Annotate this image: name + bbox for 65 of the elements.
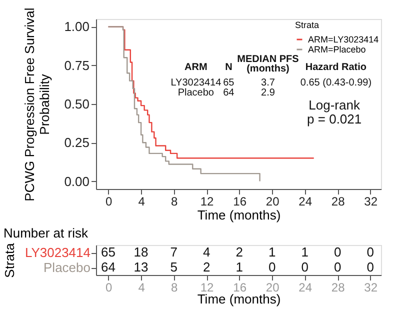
- annotation: (months): [246, 63, 290, 74]
- data-label: 2: [202, 260, 210, 274]
- annotation: 0.65 (0.43-0.99): [300, 77, 372, 88]
- data-label: 0: [268, 260, 276, 274]
- x-tick-label: 0: [105, 194, 112, 208]
- x-tick-label: 12: [200, 280, 214, 294]
- data-label: 0: [334, 260, 342, 274]
- annotation: 65: [223, 77, 235, 88]
- data-label: 0: [301, 260, 308, 274]
- data-label: 7: [170, 244, 178, 260]
- data-label: 64: [101, 260, 116, 274]
- x-tick-label: 28: [331, 280, 346, 294]
- data-label: 2: [236, 244, 243, 260]
- x-tick-label: 24: [298, 280, 312, 294]
- x-tick-label: 32: [364, 194, 378, 208]
- y-tick-label: LY3023414: [24, 245, 90, 260]
- data-label: 0: [334, 244, 342, 260]
- annotation: Placebo: [178, 87, 214, 98]
- y-tick-label: 0.50: [64, 96, 90, 112]
- x-axis-title: Time (months): [197, 208, 281, 222]
- annotation: 2.9: [261, 87, 276, 98]
- annotation: Log-rank: [308, 98, 360, 113]
- data-label: 5: [170, 260, 178, 274]
- x-tick-label: 16: [233, 280, 247, 294]
- data-label: 0: [366, 244, 374, 260]
- legend-label: ARM=Placebo: [308, 44, 366, 54]
- annotation: 3.7: [261, 77, 276, 88]
- x-tick-label: 4: [138, 194, 146, 208]
- annotation: LY3023414: [170, 77, 222, 88]
- x-tick-label: 12: [200, 194, 214, 208]
- x-tick-label: 0: [105, 280, 112, 294]
- data-label: 1: [301, 244, 308, 260]
- x-axis-title: Time (months): [197, 292, 281, 306]
- y-tick-label: 0.25: [64, 135, 90, 150]
- annotation: MEDIAN PFS: [237, 54, 300, 66]
- data-label: 1: [268, 244, 276, 260]
- annotation: Hazard Ratio: [305, 62, 367, 73]
- chart-title: Number at risk: [3, 226, 88, 241]
- y-tick-label: 0.75: [64, 58, 90, 73]
- x-tick-label: 8: [170, 194, 178, 208]
- y-tick-label: 0.00: [64, 174, 90, 189]
- data-label: 0: [366, 260, 374, 274]
- x-tick-label: 32: [364, 280, 378, 294]
- x-tick-label: 4: [138, 280, 146, 294]
- x-tick-label: 20: [266, 280, 280, 294]
- legend-label: ARM=LY3023414: [308, 34, 379, 44]
- legend-title: Strata: [295, 20, 320, 30]
- y-tick-label: Placebo: [44, 260, 90, 275]
- x-tick-label: 28: [331, 194, 346, 208]
- data-label: 4: [202, 244, 210, 260]
- y-axis-title: PCWG Progression Free Survival Probability: [22, 8, 52, 202]
- x-tick-label: 8: [170, 280, 178, 294]
- data-label: 13: [134, 260, 148, 274]
- annotation: N: [225, 62, 232, 73]
- annotation: 64: [223, 87, 235, 98]
- data-label: 65: [101, 244, 116, 260]
- x-tick-label: 20: [266, 194, 280, 208]
- x-tick-label: 16: [233, 194, 247, 208]
- data-label: 18: [134, 244, 148, 260]
- x-tick-label: 24: [298, 194, 312, 208]
- data-label: 1: [236, 260, 243, 274]
- y-axis-title: Strata: [2, 242, 17, 278]
- y-tick-label: 1.00: [64, 19, 90, 34]
- annotation: p = 0.021: [307, 111, 362, 126]
- annotation: ARM: [184, 62, 208, 73]
